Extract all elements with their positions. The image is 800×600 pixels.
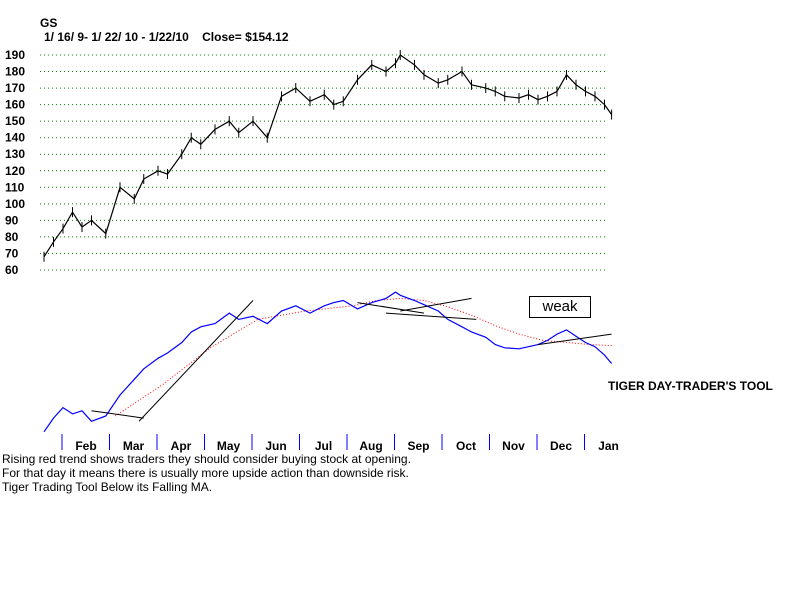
y-tick-label: 120	[5, 164, 25, 178]
note-line-2: For that day it means there is usually m…	[2, 466, 409, 480]
y-tick-label: 100	[5, 197, 25, 211]
month-label: Jan	[598, 439, 619, 453]
trendline	[385, 312, 477, 320]
trendline	[537, 333, 612, 346]
y-tick-label: 110	[5, 180, 25, 194]
month-label: Apr	[171, 439, 192, 453]
tool-title: TIGER DAY-TRADER'S TOOL	[608, 379, 773, 393]
y-tick-label: 80	[5, 230, 19, 244]
month-label: Dec	[550, 439, 572, 453]
date-line: 1/ 16/ 9- 1/ 22/ 10 - 1/22/10	[44, 30, 189, 44]
month-label: Jul	[315, 439, 332, 453]
month-label: Feb	[75, 439, 96, 453]
trendline	[400, 297, 472, 312]
month-label: Mar	[123, 439, 145, 453]
month-label: Jun	[265, 439, 286, 453]
y-tick-label: 180	[5, 65, 25, 79]
close-line: Close= $154.12	[202, 30, 289, 44]
month-label: Oct	[456, 439, 476, 453]
weak-status-box: weak	[529, 296, 591, 318]
date-range-label: 1/ 16/ 9- 1/ 22/ 10 - 1/22/10 Close= $15…	[44, 31, 289, 44]
price-line	[43, 54, 613, 258]
month-label: Sep	[407, 439, 429, 453]
y-tick-label: 160	[5, 98, 25, 112]
y-tick-label: 170	[5, 81, 25, 95]
y-tick-label: 90	[5, 213, 19, 227]
y-tick-label: 60	[5, 263, 19, 277]
moving-average-line	[115, 297, 612, 417]
trendline	[138, 300, 254, 422]
trendline	[357, 302, 425, 314]
y-tick-label: 140	[5, 131, 25, 145]
y-tick-label: 190	[5, 48, 25, 62]
month-label: Nov	[502, 439, 525, 453]
y-tick-label: 70	[5, 246, 19, 260]
y-tick-label: 130	[5, 147, 25, 161]
month-label: May	[217, 439, 241, 453]
ticker-label: GS	[40, 16, 58, 30]
month-label: Aug	[359, 439, 382, 453]
y-tick-label: 150	[5, 114, 25, 128]
trendline	[91, 410, 144, 419]
tool-indicator-line	[43, 291, 613, 433]
note-line-1: Rising red trend shows traders they shou…	[2, 452, 411, 466]
note-line-3: Tiger Trading Tool Below its Falling MA.	[2, 480, 213, 494]
